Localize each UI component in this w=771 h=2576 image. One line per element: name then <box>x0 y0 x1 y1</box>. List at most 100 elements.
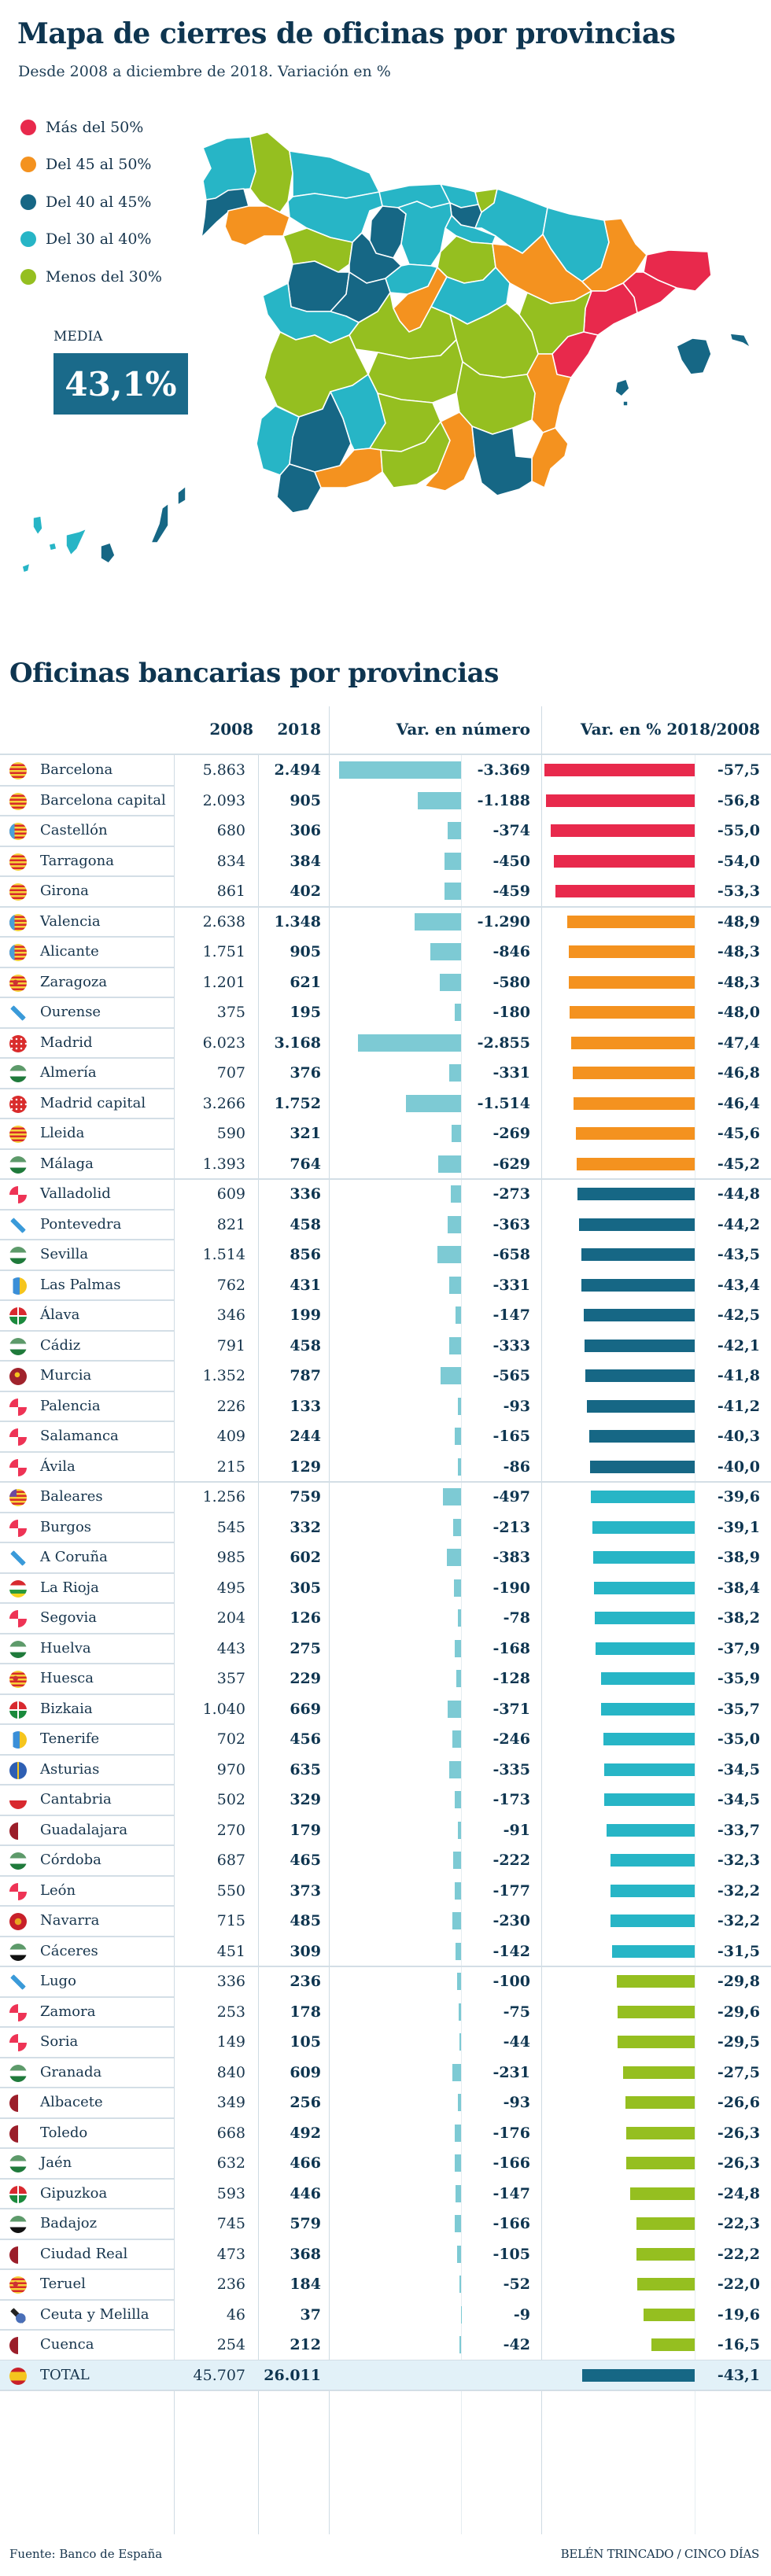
var-percent-bar <box>611 1914 695 1927</box>
var-percent-value: -32,2 <box>717 1881 760 1900</box>
var-number-value: -52 <box>503 2276 530 2293</box>
var-number-value: -166 <box>492 2215 530 2232</box>
map-province-albacete <box>456 361 536 435</box>
region-flag-icon <box>9 2155 27 2172</box>
row-divider <box>0 1269 174 1271</box>
province-name: Murcia <box>40 1367 92 1384</box>
var-percent-bar <box>579 1218 695 1231</box>
row-divider <box>0 1329 174 1332</box>
value-2018: 384 <box>290 852 321 870</box>
region-flag-icon <box>9 823 27 840</box>
value-2008: 349 <box>216 2094 245 2111</box>
table-row: Madrid 6.023 3.168 -2.855 -47,4 <box>0 1028 771 1059</box>
var-percent-value: -44,8 <box>717 1185 760 1203</box>
row-divider <box>0 1996 174 1998</box>
row-divider <box>0 875 174 877</box>
value-2018: 466 <box>290 2154 321 2172</box>
value-2018: 787 <box>290 1367 321 1384</box>
value-2018: 431 <box>290 1276 321 1294</box>
var-percent-bar <box>587 1399 695 1413</box>
province-name: Ciudad Real <box>40 2245 128 2262</box>
map-province-toledo <box>349 292 457 359</box>
var-number-bar <box>456 2184 461 2202</box>
var-percent-value: -48,3 <box>717 973 760 991</box>
row-divider <box>0 1421 174 1422</box>
value-2008: 545 <box>216 1518 245 1536</box>
var-percent-value: -22,3 <box>717 2215 760 2232</box>
var-percent-bar <box>583 1309 695 1321</box>
row-divider <box>0 1360 174 1362</box>
province-name: Tenerife <box>40 1730 100 1747</box>
region-flag-icon <box>9 1882 27 1900</box>
var-percent-value: -16,5 <box>717 2336 760 2353</box>
row-divider <box>0 1966 771 1967</box>
province-name: Bizkaia <box>40 1700 93 1717</box>
table-row: Zaragoza 1.201 621 -580 -48,3 <box>0 967 771 998</box>
row-divider <box>0 2238 174 2240</box>
province-name: A Coruña <box>40 1549 108 1565</box>
var-percent-bar <box>617 1975 695 1988</box>
table-row: La Rioja 495 305 -190 -38,4 <box>0 1573 771 1604</box>
var-number-bar <box>448 1064 461 1082</box>
province-name: Ceuta y Melilla <box>40 2305 149 2323</box>
region-flag-icon <box>9 1216 27 1234</box>
province-name: Madrid <box>40 1034 93 1051</box>
chart-subtitle: Desde 2008 a diciembre de 2018. Variació… <box>18 63 391 80</box>
region-flag-icon <box>9 2246 27 2264</box>
value-2018: 759 <box>290 1488 321 1505</box>
var-percent-bar <box>594 1581 695 1594</box>
value-2018: 195 <box>290 1004 321 1021</box>
var-percent-bar <box>636 2278 695 2290</box>
total-row: TOTAL 45.707 26.011 -43,1 <box>0 2360 771 2391</box>
var-number-value: -273 <box>492 1185 530 1203</box>
value-2008: 762 <box>216 1276 245 1294</box>
value-2018: 236 <box>290 1973 321 1990</box>
var-number-bar <box>438 1155 461 1173</box>
var-number-value: -142 <box>492 1942 530 1960</box>
var-percent-bar <box>569 1006 695 1019</box>
var-percent-value: -47,4 <box>717 1034 760 1052</box>
value-2018: 306 <box>290 822 321 839</box>
var-percent-bar <box>576 1157 695 1170</box>
province-name: Málaga <box>40 1155 94 1172</box>
var-percent-bar <box>603 1733 695 1745</box>
region-flag-icon <box>9 1701 27 1719</box>
province-name: Jaén <box>40 2154 72 2171</box>
row-divider <box>0 2268 174 2270</box>
value-2008: 451 <box>216 1942 245 1960</box>
var-number-value: -246 <box>492 1730 530 1748</box>
row-divider <box>0 815 174 816</box>
region-flag-icon <box>9 1852 27 1870</box>
var-number-value: -565 <box>492 1367 530 1384</box>
var-number-value: -177 <box>492 1881 530 1900</box>
table-row: Bizkaia 1.040 669 -371 -35,7 <box>0 1694 771 1725</box>
header-divider <box>0 754 771 755</box>
table-row: Asturias 970 635 -335 -34,5 <box>0 1755 771 1786</box>
var-percent-value: -46,8 <box>717 1064 760 1082</box>
legend-label: Menos del 30% <box>46 267 162 286</box>
var-percent-bar <box>622 2066 695 2079</box>
province-name: Lleida <box>40 1125 85 1141</box>
var-number-value: -173 <box>492 1791 530 1808</box>
var-number-bar <box>451 1125 461 1142</box>
value-2008: 593 <box>216 2184 245 2202</box>
var-percent-bar <box>589 1430 695 1443</box>
province-name: Huelva <box>40 1639 91 1657</box>
value-2008: 1.256 <box>202 1488 245 1505</box>
value-2018: 1.752 <box>274 1094 322 1112</box>
var-percent-value: -42,1 <box>717 1336 760 1354</box>
var-percent-value: -32,3 <box>717 1852 760 1869</box>
var-number-bar <box>458 1609 461 1627</box>
var-percent-value: -26,3 <box>717 2124 760 2142</box>
value-2008: 1.393 <box>202 1155 245 1173</box>
value-2018: 579 <box>290 2215 321 2232</box>
region-flag-icon <box>9 1034 27 1052</box>
row-divider <box>0 2329 174 2331</box>
region-flag-icon <box>9 2337 27 2354</box>
var-number-bar <box>454 2124 461 2142</box>
var-number-value: -165 <box>492 1428 530 1445</box>
province-name: Barcelona capital <box>40 791 166 809</box>
value-2018: 456 <box>290 1730 321 1748</box>
var-percent-value: -43,1 <box>717 2366 760 2384</box>
value-2008: 2.093 <box>202 791 245 809</box>
